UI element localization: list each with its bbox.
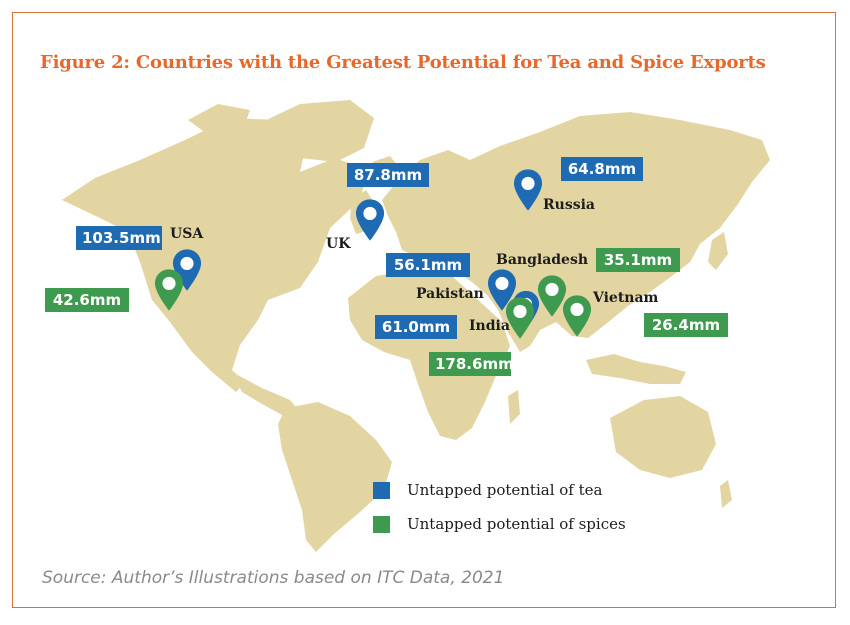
landmass-indonesia bbox=[586, 354, 686, 384]
legend-swatch-tea bbox=[373, 482, 390, 499]
landmass-central-america bbox=[232, 372, 300, 416]
value-usa-tea: 103.5mm bbox=[76, 226, 162, 250]
pin-uk-tea-icon bbox=[355, 199, 385, 241]
label-russia: Russia bbox=[543, 197, 595, 213]
value-bangladesh-spices: 35.1mm bbox=[596, 248, 680, 272]
label-pakistan: Pakistan bbox=[416, 286, 484, 302]
value-india-tea: 61.0mm bbox=[375, 315, 457, 339]
figure-frame bbox=[12, 12, 836, 608]
figure-title: Figure 2: Countries with the Greatest Po… bbox=[40, 52, 766, 73]
value-usa-spices: 42.6mm bbox=[45, 288, 129, 312]
label-india: India bbox=[469, 318, 510, 334]
landmass-japan bbox=[708, 232, 728, 270]
landmass-eurasia bbox=[382, 112, 770, 352]
label-bangladesh: Bangladesh bbox=[496, 252, 589, 268]
legend-swatch-spices bbox=[373, 516, 390, 533]
legend-label-spices: Untapped potential of spices bbox=[407, 515, 626, 533]
label-uk: UK bbox=[326, 236, 351, 252]
value-pakistan-tea: 56.1mm bbox=[386, 253, 470, 277]
landmass-south-america bbox=[278, 402, 392, 552]
legend-label-tea: Untapped potential of tea bbox=[407, 481, 603, 499]
value-vietnam-spices: 26.4mm bbox=[644, 313, 728, 337]
value-india-spices: 178.6mm bbox=[429, 352, 514, 376]
source-note: Source: Author’s Illustrations based on … bbox=[42, 568, 505, 588]
value-uk-tea: 87.8mm bbox=[347, 163, 429, 187]
landmass-north-america bbox=[62, 118, 368, 392]
label-usa: USA bbox=[170, 226, 204, 242]
landmass-greenland bbox=[262, 100, 374, 162]
value-russia-tea: 64.8mm bbox=[561, 157, 643, 181]
landmass-madagascar bbox=[508, 390, 520, 424]
label-vietnam: Vietnam bbox=[593, 290, 659, 306]
landmass-australia bbox=[610, 396, 716, 478]
landmass-arctic-islands bbox=[188, 104, 250, 136]
landmass-new-zealand bbox=[720, 480, 732, 508]
